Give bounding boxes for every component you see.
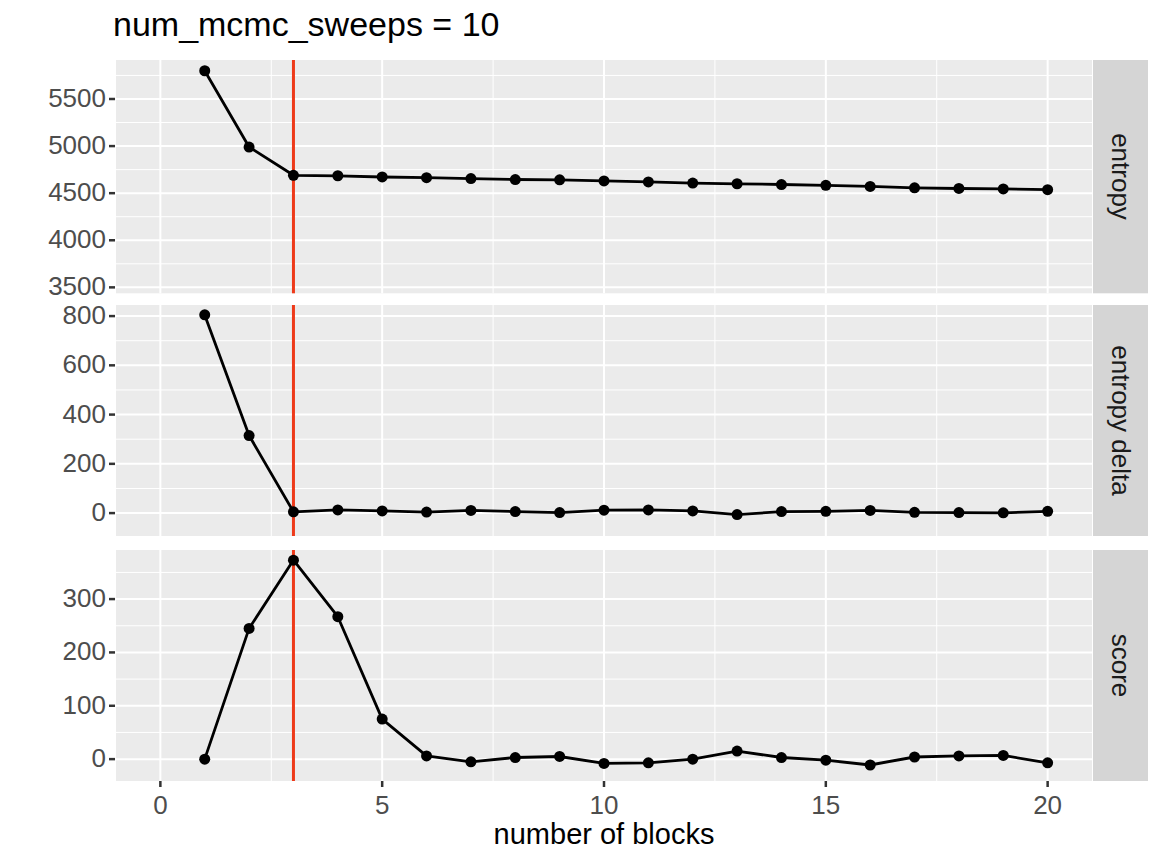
data-point bbox=[421, 172, 432, 183]
data-point bbox=[820, 506, 831, 517]
data-point bbox=[776, 179, 787, 190]
y-tick-label: 5500 bbox=[18, 83, 106, 114]
y-tick-label: 200 bbox=[18, 636, 106, 667]
data-point bbox=[643, 504, 654, 515]
data-point bbox=[377, 505, 388, 516]
facet-strip-label: entropy delta bbox=[1093, 305, 1148, 536]
data-point bbox=[953, 750, 964, 761]
data-point bbox=[820, 180, 831, 191]
y-tick-label: 800 bbox=[18, 300, 106, 331]
data-point bbox=[421, 507, 432, 518]
x-tick-label: 15 bbox=[786, 790, 866, 821]
data-point bbox=[865, 759, 876, 770]
plot-canvas bbox=[0, 0, 1152, 865]
data-point bbox=[909, 751, 920, 762]
data-point bbox=[820, 755, 831, 766]
facet-strip-text: entropy delta bbox=[1105, 345, 1136, 495]
data-point bbox=[510, 174, 521, 185]
data-point bbox=[465, 505, 476, 516]
data-point bbox=[998, 183, 1009, 194]
data-point bbox=[510, 752, 521, 763]
data-point bbox=[1042, 184, 1053, 195]
y-tick-label: 100 bbox=[18, 690, 106, 721]
data-point bbox=[554, 751, 565, 762]
data-point bbox=[288, 555, 299, 566]
x-axis-title: number of blocks bbox=[494, 818, 715, 851]
data-point bbox=[332, 504, 343, 515]
x-tick-label: 5 bbox=[342, 790, 422, 821]
data-point bbox=[865, 505, 876, 516]
y-tick-label: 4000 bbox=[18, 224, 106, 255]
data-point bbox=[199, 309, 210, 320]
data-point bbox=[909, 507, 920, 518]
data-point bbox=[687, 754, 698, 765]
data-point bbox=[643, 176, 654, 187]
facet-strip-text: score bbox=[1105, 634, 1136, 698]
data-point bbox=[732, 178, 743, 189]
data-point bbox=[687, 178, 698, 189]
data-point bbox=[599, 505, 610, 516]
data-point bbox=[953, 507, 964, 518]
data-point bbox=[998, 750, 1009, 761]
data-point bbox=[599, 175, 610, 186]
x-tick-label: 10 bbox=[564, 790, 644, 821]
data-point bbox=[643, 757, 654, 768]
data-point bbox=[332, 611, 343, 622]
y-tick-label: 0 bbox=[18, 497, 106, 528]
data-point bbox=[732, 509, 743, 520]
data-point bbox=[732, 746, 743, 757]
data-point bbox=[510, 506, 521, 517]
data-point bbox=[244, 623, 255, 634]
x-tick-label: 0 bbox=[120, 790, 200, 821]
y-tick-label: 600 bbox=[18, 349, 106, 380]
data-point bbox=[998, 507, 1009, 518]
y-tick-label: 300 bbox=[18, 583, 106, 614]
data-point bbox=[332, 170, 343, 181]
data-point bbox=[776, 506, 787, 517]
facet-strip-label: score bbox=[1093, 550, 1148, 781]
y-tick-label: 3500 bbox=[18, 271, 106, 302]
x-tick-label: 20 bbox=[1008, 790, 1088, 821]
data-point bbox=[199, 65, 210, 76]
data-point bbox=[554, 507, 565, 518]
data-point bbox=[865, 181, 876, 192]
y-tick-label: 200 bbox=[18, 448, 106, 479]
y-tick-label: 400 bbox=[18, 399, 106, 430]
data-point bbox=[1042, 757, 1053, 768]
data-point bbox=[288, 170, 299, 181]
y-tick-label: 0 bbox=[18, 743, 106, 774]
facet-strip-text: entropy bbox=[1105, 133, 1136, 220]
data-point bbox=[465, 173, 476, 184]
data-point bbox=[377, 171, 388, 182]
data-point bbox=[288, 506, 299, 517]
data-point bbox=[1042, 506, 1053, 517]
data-point bbox=[953, 183, 964, 194]
data-point bbox=[377, 714, 388, 725]
data-point bbox=[421, 750, 432, 761]
data-point bbox=[687, 505, 698, 516]
data-point bbox=[776, 752, 787, 763]
data-point bbox=[199, 754, 210, 765]
data-point bbox=[244, 430, 255, 441]
facet-strip-label: entropy bbox=[1093, 60, 1148, 293]
data-point bbox=[909, 182, 920, 193]
y-tick-label: 5000 bbox=[18, 130, 106, 161]
data-point bbox=[554, 174, 565, 185]
data-point bbox=[465, 756, 476, 767]
y-tick-label: 4500 bbox=[18, 177, 106, 208]
data-point bbox=[599, 758, 610, 769]
faceted-line-chart: num_mcmc_sweeps = 10 3500400045005000550… bbox=[0, 0, 1152, 865]
data-point bbox=[244, 142, 255, 153]
